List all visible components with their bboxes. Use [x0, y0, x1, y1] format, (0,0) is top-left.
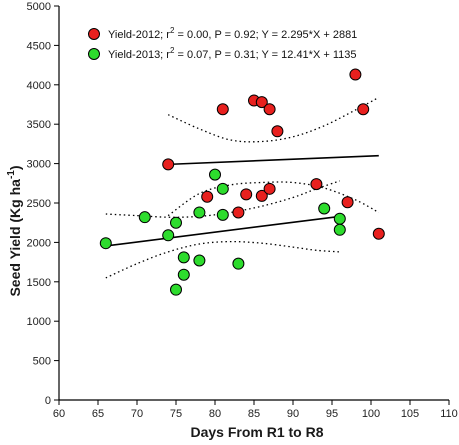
x-tick-label: 85	[248, 408, 260, 420]
y-tick-label: 5000	[27, 1, 51, 13]
y-axis-title-superscript: -1	[6, 170, 17, 179]
y-tick-label: 1500	[27, 277, 51, 289]
fit-line-yield-2013	[105, 215, 340, 247]
point-yield-2012	[310, 178, 323, 191]
x-axis-title: Days From R1 to R8	[190, 424, 323, 440]
y-axis-title-text: Seed Yield (Kg ha	[7, 179, 23, 297]
legend-label-yield-2013: Yield-2013; r2 = 0.07, P = 0.31; Y = 12.…	[108, 46, 357, 61]
y-tick-label: 2000	[27, 237, 51, 249]
x-tick-label: 70	[131, 408, 143, 420]
y-tick-label: 3000	[27, 159, 51, 171]
y-tick-label: 1000	[27, 316, 51, 328]
x-tick-label: 65	[92, 408, 104, 420]
legend-marker-yield-2013	[88, 48, 100, 60]
y-tick-label: 0	[45, 395, 51, 407]
legend-label-yield-2012: Yield-2012; r2 = 0.00, P = 0.92; Y = 2.2…	[108, 26, 357, 41]
point-yield-2012	[162, 158, 175, 171]
point-yield-2012	[271, 125, 284, 138]
point-yield-2012	[255, 189, 268, 202]
point-yield-2013	[232, 257, 245, 270]
point-yield-2013	[333, 212, 346, 225]
x-tick-label: 100	[362, 408, 380, 420]
point-yield-2013	[209, 168, 221, 181]
point-yield-2013	[170, 283, 182, 296]
point-yield-2012	[263, 103, 276, 116]
x-tick-label: 90	[287, 408, 299, 420]
y-tick-label: 2500	[27, 198, 51, 210]
y-tick-label: 4500	[27, 40, 51, 52]
x-tick-label: 95	[326, 408, 338, 420]
point-yield-2012	[357, 103, 370, 116]
point-yield-2013	[333, 223, 346, 236]
ci-upper-yield-2012	[167, 96, 380, 143]
point-yield-2012	[341, 196, 354, 209]
point-yield-2013	[177, 251, 190, 264]
point-yield-2012	[216, 103, 229, 116]
x-tick-label: 105	[401, 408, 419, 420]
y-tick-label: 500	[33, 356, 51, 368]
x-tick-label: 110	[440, 408, 458, 420]
point-yield-2012	[240, 188, 253, 201]
point-yield-2013	[99, 237, 112, 250]
point-yield-2013	[193, 206, 206, 219]
point-yield-2012	[349, 68, 362, 81]
legend-marker-yield-2012	[88, 28, 100, 40]
ci-upper-yield-2013	[105, 180, 341, 218]
point-yield-2013	[193, 254, 206, 267]
point-yield-2012	[372, 227, 385, 240]
legend: Yield-2012; r2 = 0.00, P = 0.92; Y = 2.2…	[88, 26, 357, 61]
y-axis-title-suffix: )	[7, 165, 23, 170]
fit-line-yield-2012	[168, 154, 379, 166]
points-layer	[99, 68, 385, 296]
point-yield-2012	[263, 182, 276, 195]
axis-frame	[58, 6, 449, 401]
point-yield-2013	[216, 208, 229, 221]
ci-lower-yield-2013	[105, 240, 340, 279]
point-yield-2013	[170, 216, 182, 229]
y-axis-title: Seed Yield (Kg ha-1)	[6, 165, 23, 296]
point-yield-2013	[138, 211, 151, 224]
point-yield-2013	[216, 182, 229, 195]
point-yield-2012	[255, 96, 268, 109]
y-tick-label: 4000	[27, 80, 51, 92]
point-yield-2012	[232, 206, 245, 219]
point-yield-2013	[162, 229, 175, 242]
point-yield-2013	[318, 202, 331, 215]
fit-lines-layer	[105, 96, 380, 279]
point-yield-2013	[177, 268, 190, 281]
point-yield-2012	[201, 190, 214, 203]
x-tick-label: 80	[209, 408, 221, 420]
y-tick-label: 3500	[27, 119, 51, 131]
axes-layer: 60 65 70 75 80 85 90 95 100 105 110 0 500 1000 1500 200…	[27, 1, 458, 420]
x-tick-label: 75	[170, 408, 182, 420]
ci-lower-yield-2012	[167, 181, 380, 217]
x-tick-label: 60	[53, 408, 65, 420]
